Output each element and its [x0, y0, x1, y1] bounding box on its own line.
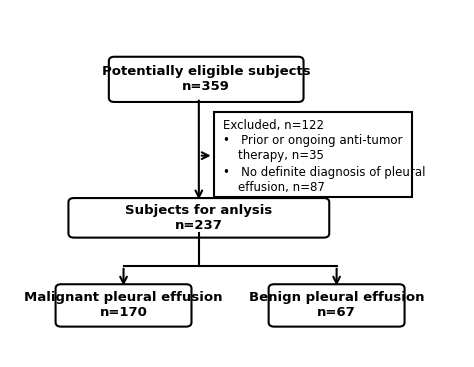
Text: Subjects for anlysis
n=237: Subjects for anlysis n=237 [125, 204, 273, 232]
FancyBboxPatch shape [55, 284, 191, 327]
Text: •   Prior or ongoing anti-tumor
    therapy, n=35: • Prior or ongoing anti-tumor therapy, n… [223, 134, 402, 163]
FancyBboxPatch shape [109, 57, 303, 102]
Text: Benign pleural effusion
n=67: Benign pleural effusion n=67 [249, 291, 424, 319]
Text: Malignant pleural effusion
n=170: Malignant pleural effusion n=170 [24, 291, 223, 319]
FancyBboxPatch shape [68, 198, 329, 237]
Text: Potentially eligible subjects
n=359: Potentially eligible subjects n=359 [102, 65, 310, 93]
FancyBboxPatch shape [269, 284, 405, 327]
Bar [213, 112, 412, 197]
Text: •   No definite diagnosis of pleural
    effusion, n=87: • No definite diagnosis of pleural effus… [223, 166, 425, 193]
Text: Excluded, n=122: Excluded, n=122 [223, 119, 324, 132]
